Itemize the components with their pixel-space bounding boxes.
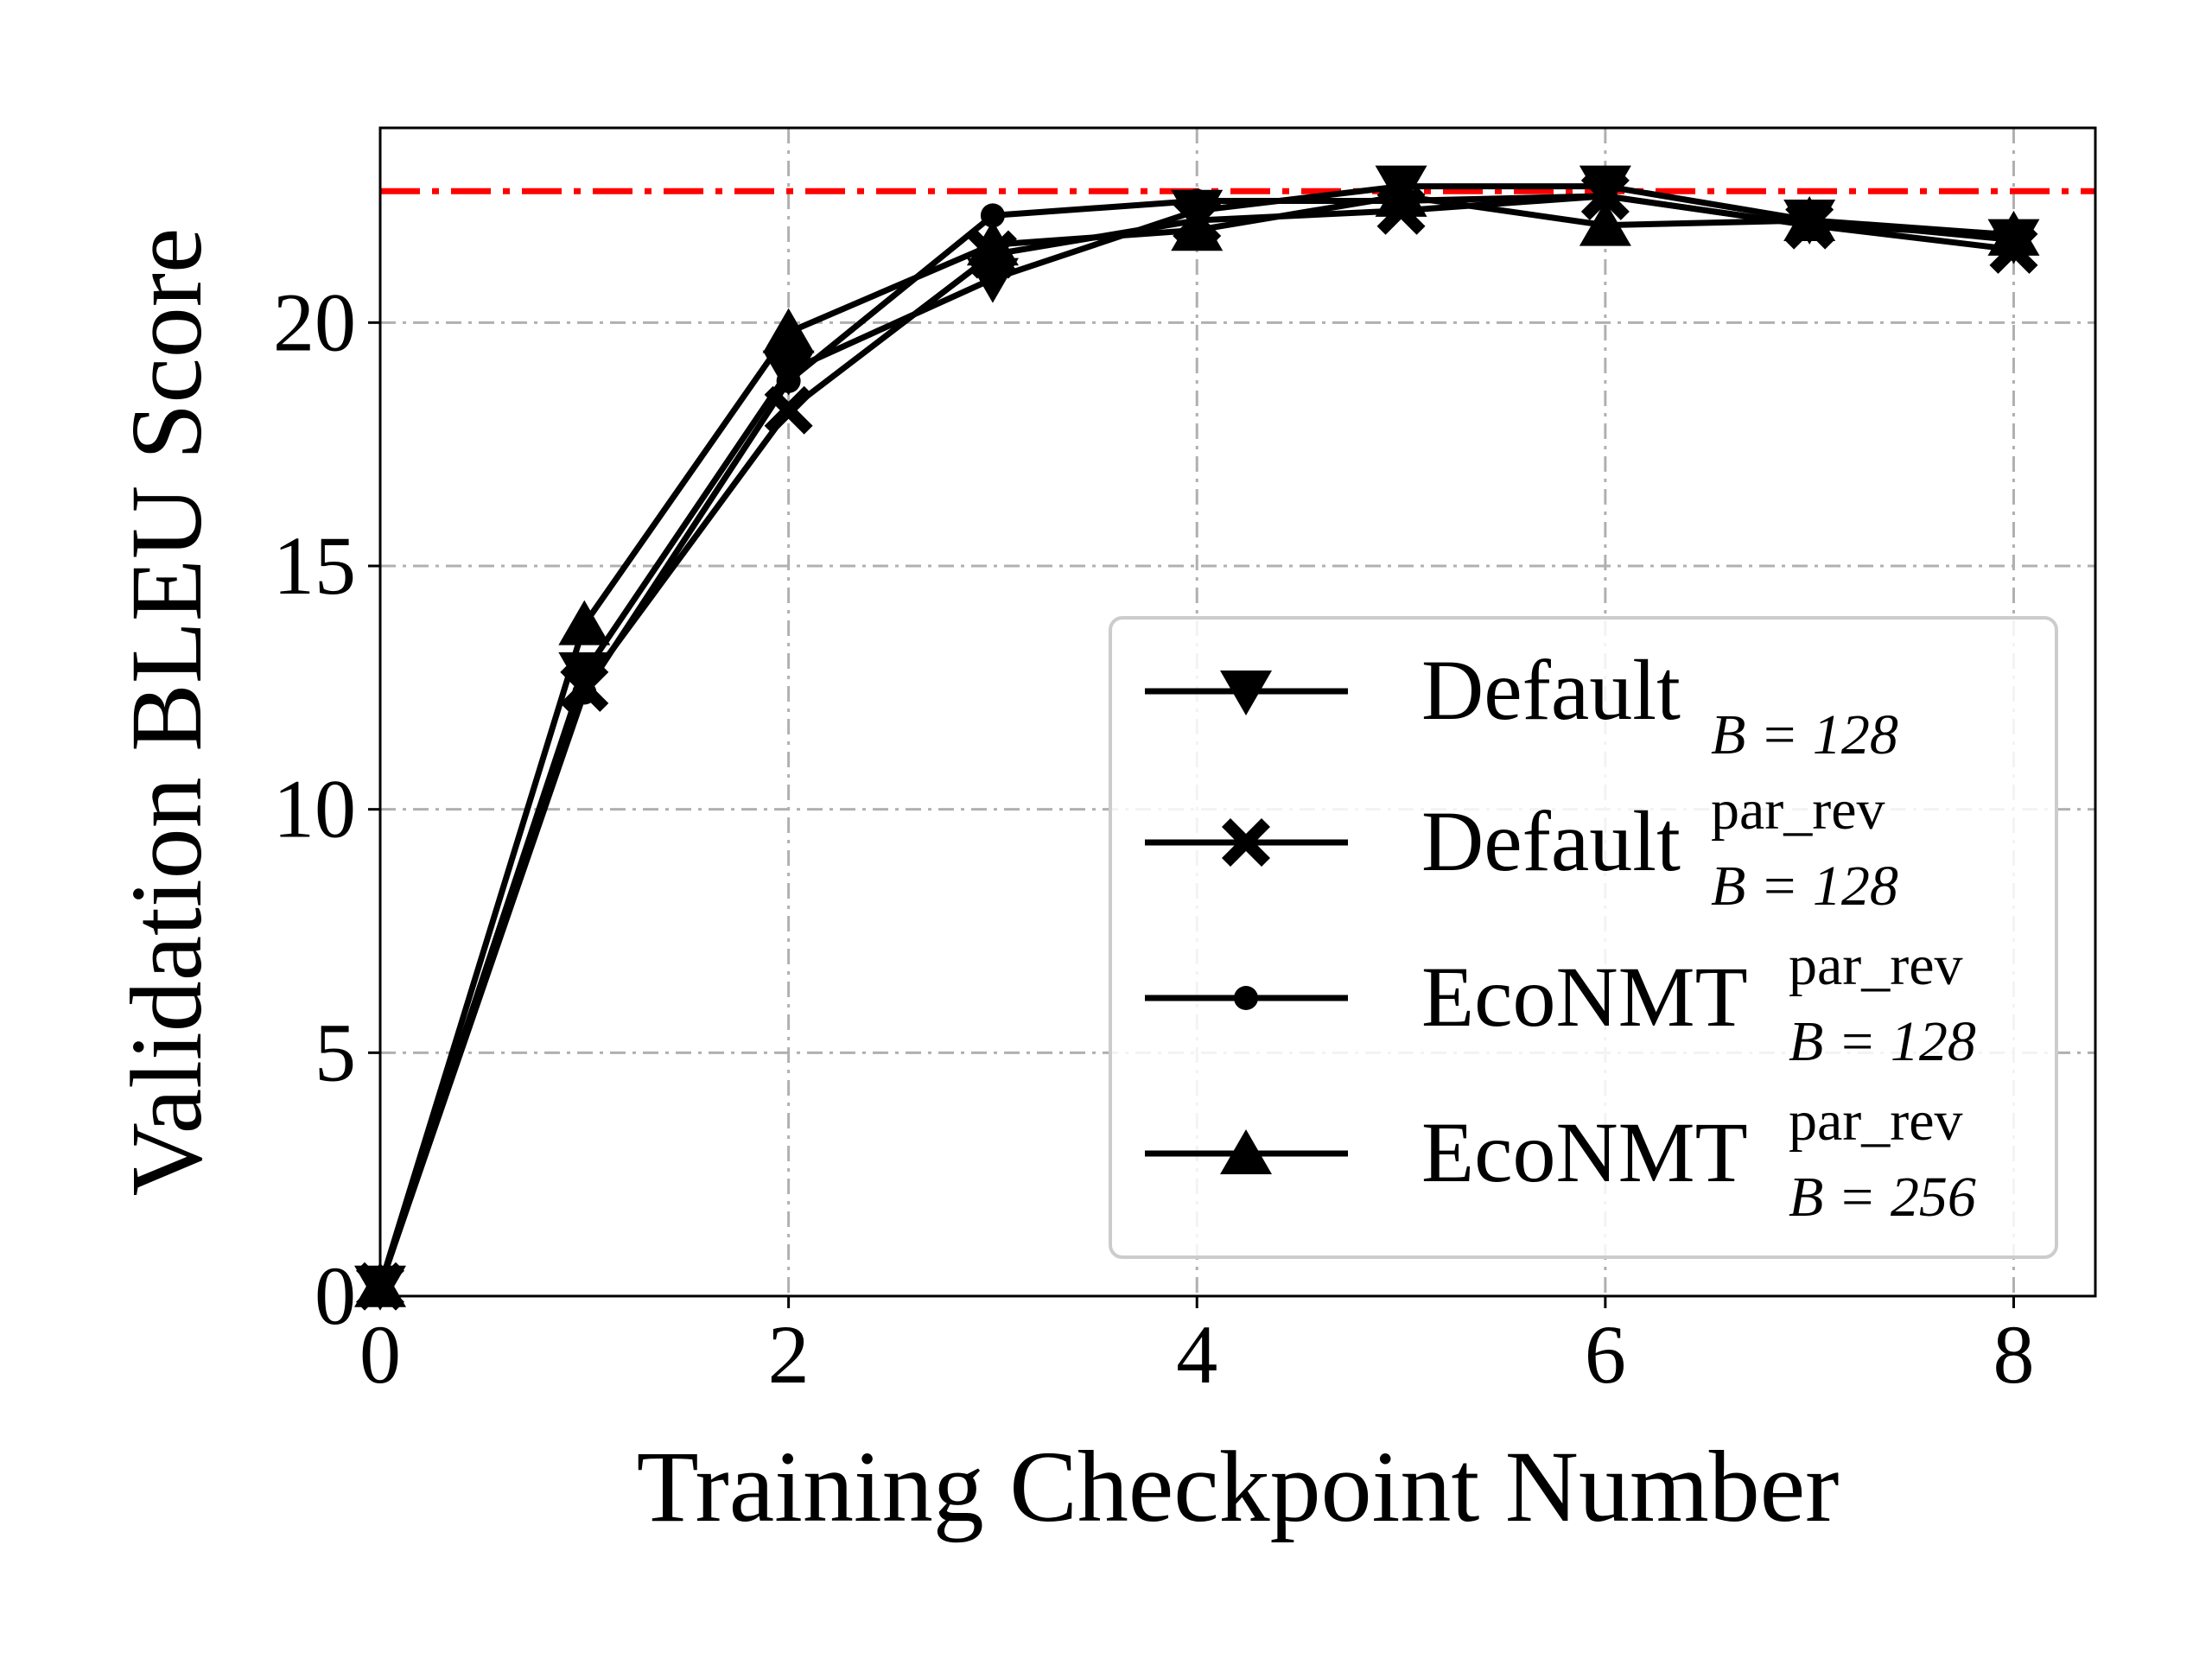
x-tick-label: 8 [1993,1308,2034,1401]
data-point [558,600,611,645]
legend-label-superscript: par_rev [1711,779,1885,842]
series-layer [354,165,2040,1311]
x-tick-label: 6 [1585,1308,1626,1401]
y-tick-label: 20 [273,276,356,368]
legend-entry-4: EcoNMT par_rev B = 256 [1145,1090,1976,1229]
data-point [776,368,801,393]
data-point [762,308,815,353]
data-point [1171,206,1224,251]
legend-marker [1220,671,1272,715]
legend-label-subscript: B = 256 [1789,1166,1976,1229]
legend-label-superscript: par_rev [1789,934,1963,997]
legend-entry-1: Default B = 128 [1145,642,1898,766]
ticks: 0 2 4 6 8 0 5 10 15 20 [273,276,2034,1401]
legend-label: Default par_rev B = 128 [1421,779,1898,918]
data-point [1185,188,1210,213]
legend-label: Default B = 128 [1421,642,1898,766]
x-tick-label: 4 [1176,1308,1217,1401]
data-point [1783,196,1836,242]
y-tick-label: 15 [273,519,356,612]
y-tick-label: 5 [315,1006,356,1098]
x-tick-label: 2 [768,1308,810,1401]
legend-marker [1220,1129,1272,1174]
legend-label-subscript: B = 128 [1711,855,1898,918]
y-tick-label: 10 [273,763,356,855]
x-tick-label: 0 [359,1308,401,1401]
legend-marker [1234,986,1258,1010]
y-tick-label: 0 [315,1249,356,1342]
legend-label: EcoNMT par_rev B = 128 [1421,934,1976,1073]
legend-label-subscript: B = 128 [1711,703,1898,766]
data-point [980,203,1005,228]
legend-label-base: EcoNMT [1421,949,1748,1045]
legend-label-base: Default [1421,793,1681,889]
legend-label-base: EcoNMT [1421,1104,1748,1200]
data-point [1579,200,1631,246]
x-axis-label: Training Checkpoint Number [637,1430,1840,1543]
legend-label: EcoNMT par_rev B = 256 [1421,1090,1976,1229]
legend-box [1109,616,2058,1259]
data-point [966,220,1019,266]
legend-label-superscript: par_rev [1789,1090,1963,1153]
y-axis-label: Validation BLEU Score [110,228,223,1197]
plot-frame [378,126,2097,1298]
data-point [572,680,597,705]
data-point [1592,183,1618,208]
legend-entry-2: Default par_rev B = 128 [1145,779,1898,918]
data-point [1987,210,2040,256]
legend-entry-3: EcoNMT par_rev B = 128 [1145,934,1976,1073]
data-point [1375,171,1427,217]
legend-marker [1222,818,1270,867]
legend-label-base: Default [1421,642,1681,738]
legend-label-subscript: B = 128 [1789,1010,1976,1073]
